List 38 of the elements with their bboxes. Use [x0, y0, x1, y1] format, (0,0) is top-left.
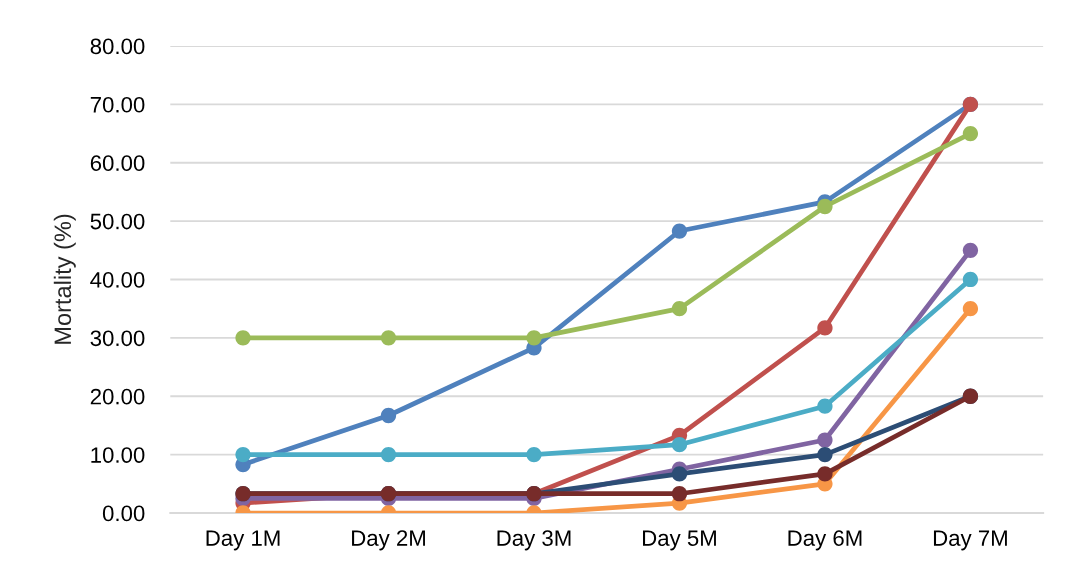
x-tick-label: Day 3M: [497, 530, 571, 551]
point: [380, 446, 397, 463]
y-tick-label: 60.00: [90, 155, 145, 171]
point: [817, 446, 833, 463]
x-tick-label: Day 6M: [788, 530, 862, 551]
point: [817, 466, 833, 482]
point: [671, 466, 688, 482]
point: [671, 223, 688, 239]
y-tick-label: 80.00: [90, 38, 145, 55]
point: [962, 125, 979, 142]
x-tick-label: Day 2M: [352, 530, 425, 551]
point: [962, 271, 979, 288]
point: [962, 301, 979, 317]
y-tick-label: 10.00: [91, 447, 145, 463]
point: [817, 198, 833, 215]
point: [235, 446, 251, 463]
x-tick-label: Day 5M: [643, 530, 716, 551]
y-tick-label: 40.00: [90, 272, 145, 288]
point: [817, 432, 833, 448]
point: [380, 330, 397, 346]
point: [671, 437, 688, 453]
point: [671, 301, 688, 317]
point: [526, 446, 542, 463]
point: [962, 242, 979, 258]
y-tick-label: 0.00: [102, 505, 145, 522]
y-tick-label: 20.00: [90, 388, 145, 405]
y-tick-label: 70.00: [90, 96, 145, 113]
y-axis-title: Mortality (%): [53, 214, 76, 344]
point: [526, 330, 542, 346]
point: [380, 407, 397, 424]
point: [817, 320, 833, 336]
point: [671, 486, 688, 502]
y-tick-label: 30.00: [90, 330, 145, 347]
point: [235, 330, 251, 346]
x-tick-label: Day 1M: [206, 530, 280, 551]
y-tick-label: 50.00: [90, 213, 145, 230]
point: [817, 398, 833, 414]
x-tick-label: Day 7M: [933, 530, 1007, 551]
